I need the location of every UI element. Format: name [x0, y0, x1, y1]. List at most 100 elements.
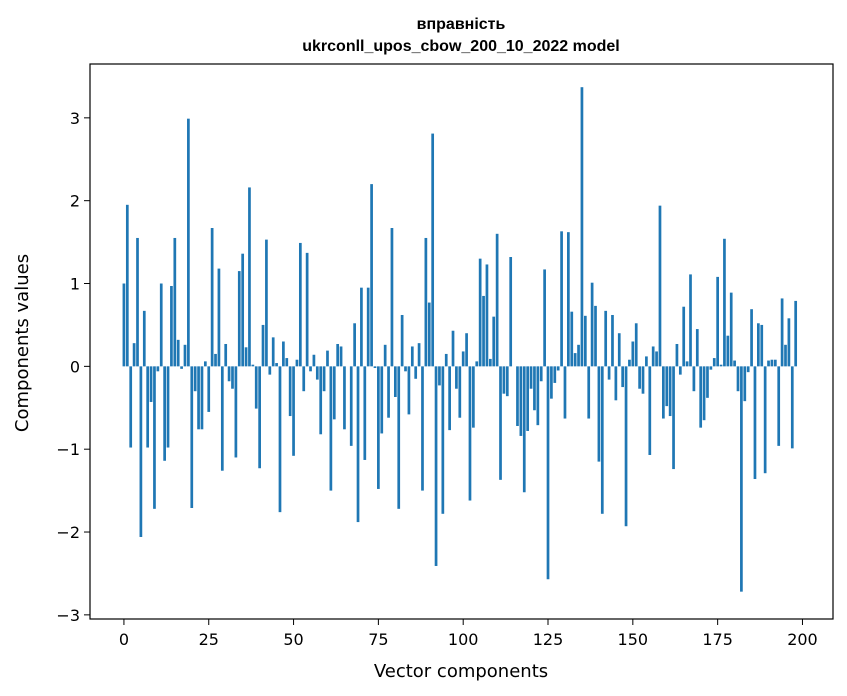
bar-11	[159, 283, 163, 367]
bar-72	[366, 287, 370, 367]
bar-84	[407, 366, 411, 415]
bar-32	[231, 366, 234, 389]
bar-79	[390, 228, 394, 367]
bar-62	[332, 366, 336, 420]
bar-104	[475, 361, 479, 367]
bar-23	[200, 366, 204, 430]
bar-54	[305, 252, 309, 367]
bar-101	[465, 333, 468, 367]
bar-166	[685, 361, 689, 367]
bar-71	[363, 366, 367, 460]
bar-70	[360, 287, 363, 367]
bar-18	[183, 344, 187, 367]
chart-title: вправність ukrconll_upos_cbow_200_10_202…	[302, 16, 619, 55]
bar-110	[495, 233, 499, 367]
bar-83	[404, 366, 407, 372]
y-axis-label: Components values	[12, 254, 33, 432]
bar-98	[455, 366, 458, 389]
bar-19	[187, 118, 190, 367]
bar-69	[356, 366, 360, 523]
bar-137	[587, 366, 591, 419]
bar-179	[729, 292, 733, 367]
bar-107	[485, 264, 489, 367]
bar-35	[241, 253, 245, 367]
bar-67	[349, 366, 353, 446]
bar-172	[706, 366, 709, 398]
bar-39	[254, 366, 258, 409]
bar-57	[315, 366, 319, 380]
bar-142	[604, 310, 608, 367]
bar-198	[794, 300, 798, 367]
bar-36	[244, 347, 248, 367]
bar-111	[499, 366, 502, 480]
bar-106	[482, 295, 485, 367]
bar-2	[129, 366, 133, 448]
bar-87	[417, 343, 421, 367]
bar-112	[502, 366, 506, 394]
bar-37	[248, 187, 251, 367]
bar-58	[319, 366, 323, 435]
bar-74	[373, 366, 377, 369]
bar-41	[261, 324, 265, 367]
x-tick-label: 175	[702, 630, 733, 649]
bar-6	[142, 310, 146, 367]
bar-193	[777, 366, 781, 446]
bar-51	[295, 359, 299, 367]
bar-173	[709, 366, 713, 370]
y-tick-label: 1	[70, 275, 80, 294]
bar-126	[550, 366, 553, 399]
bar-14	[170, 286, 173, 367]
bar-128	[556, 366, 560, 371]
bar-43	[268, 366, 272, 375]
bar-90	[427, 302, 431, 367]
bar-120	[529, 366, 533, 389]
bar-21	[193, 366, 197, 392]
bar-30	[224, 343, 228, 367]
bar-56	[312, 354, 316, 367]
bar-40	[258, 366, 261, 469]
bar-116	[516, 366, 519, 426]
x-axis-label: Vector components	[374, 661, 548, 682]
bar-183	[743, 366, 747, 402]
bar-190	[767, 360, 770, 367]
y-tick-label: 2	[70, 192, 80, 211]
bar-164	[678, 366, 682, 375]
bar-196	[787, 318, 791, 367]
bar-134	[577, 344, 580, 367]
bar-130	[563, 366, 567, 419]
bar-145	[614, 366, 618, 401]
bar-174	[712, 358, 716, 367]
bar-185	[750, 309, 753, 367]
bar-95	[444, 353, 448, 367]
bar-1	[125, 204, 129, 367]
bar-5	[139, 366, 143, 537]
bar-157	[655, 351, 658, 367]
bar-171	[702, 366, 706, 421]
bar-156	[651, 346, 655, 367]
bar-143	[607, 366, 611, 380]
bar-161	[668, 366, 672, 417]
bar-28	[217, 268, 221, 367]
bar-13	[166, 366, 170, 448]
y-tick-label: −1	[56, 440, 80, 459]
bar-97	[451, 330, 455, 367]
chart-title-line-1: вправність	[417, 16, 506, 33]
bar-129	[560, 231, 563, 367]
bar-47	[282, 341, 285, 367]
bar-133	[573, 353, 577, 367]
bar-170	[699, 366, 703, 428]
bar-147	[621, 366, 625, 388]
bar-113	[505, 366, 509, 397]
bar-165	[682, 306, 686, 367]
bar-151	[634, 323, 638, 367]
bar-114	[509, 257, 513, 367]
bar-34	[237, 271, 241, 367]
bar-105	[478, 258, 482, 367]
bar-177	[723, 238, 726, 367]
bar-94	[441, 366, 445, 514]
x-tick-label: 0	[119, 630, 129, 649]
bar-68	[353, 323, 356, 367]
bar-20	[190, 366, 194, 508]
bar-4	[136, 237, 139, 367]
bar-89	[424, 237, 428, 367]
